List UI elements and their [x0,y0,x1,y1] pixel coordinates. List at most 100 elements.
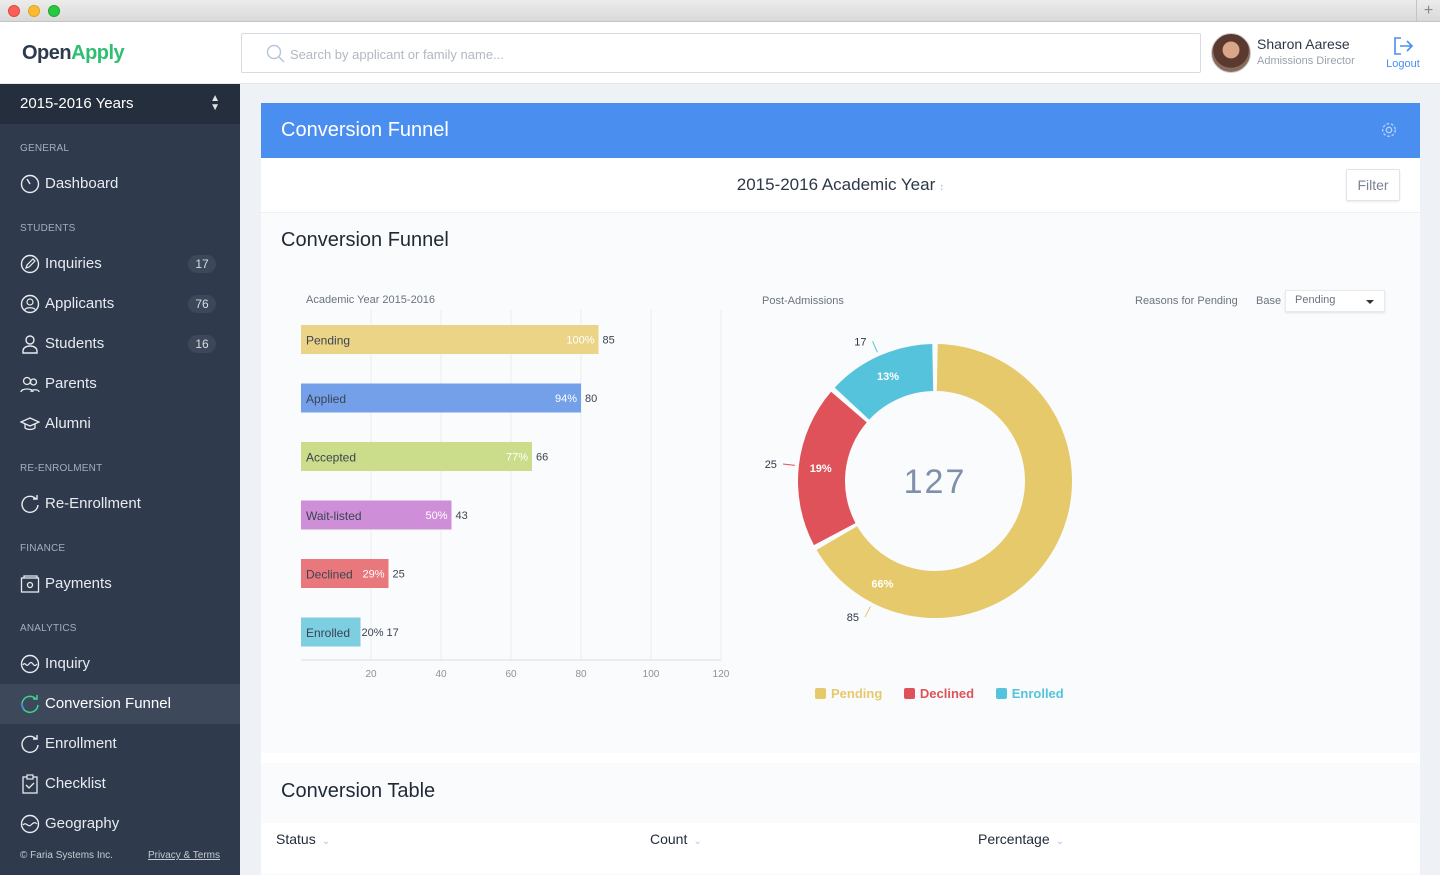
slice-percent-label: 19% [810,463,832,475]
privacy-terms-link[interactable]: Privacy & Terms [147,850,220,861]
sidebar-item-alumni[interactable]: Alumni [0,404,240,444]
bar [301,325,599,354]
bar-value-label: 43 [456,510,468,522]
table-title: Conversion Table [281,780,436,802]
donut-slice [798,391,867,546]
bar-category-label: Wait-listed [306,509,362,523]
section-reenrolment: RE-ENROLMENT [20,463,103,474]
refresh-icon [21,495,39,514]
refresh-icon [21,735,39,754]
sidebar-item-reenrollment[interactable]: Re-Enrollment [0,484,240,524]
count-badge: 16 [188,335,216,353]
graduation-cap-icon [20,417,40,431]
sidebar-item-label: Geography [45,815,120,832]
year-selector[interactable]: 2015-2016 Years ▲ ▼ [0,84,240,124]
bar [301,442,532,471]
donut-total-label: 127 [904,463,967,501]
sidebar-item-parents[interactable]: Parents [0,364,240,404]
sidebar-item-inquiries[interactable]: Inquiries 17 [0,244,240,284]
sidebar-item-applicants[interactable]: Applicants 76 [0,284,240,324]
sidebar-item-checklist[interactable]: Checklist [0,764,240,804]
bar-value-label: 25 [393,569,405,581]
refresh-icon [21,695,39,714]
app-logo[interactable]: OpenApply [22,42,125,65]
sidebar-item-enrollment[interactable]: Enrollment [0,724,240,764]
new-tab-button[interactable]: + [1416,0,1440,22]
chevron-updown-icon: ↕ [939,182,945,193]
count-badge: 76 [188,295,216,313]
legend-label: Enrolled [1011,686,1064,701]
search-box[interactable] [241,33,1201,73]
users-icon [20,376,40,393]
gear-icon[interactable] [1380,121,1398,139]
slice-leader-line [872,341,878,353]
donut-legend: Pending Declined Enrolled [815,686,1064,701]
bar-value-label: 66 [536,452,548,464]
maximize-window-button[interactable] [48,5,60,17]
sidebar-item-label: Inquiries [45,255,102,272]
avatar[interactable] [1211,33,1251,73]
sidebar-item-label: Applicants [45,295,115,312]
legend-item-pending[interactable]: Pending [815,686,882,701]
column-label: Count [650,831,688,847]
sidebar-item-dashboard[interactable]: Dashboard [0,164,240,204]
column-header-percentage[interactable]: Percentage ⌄ [978,831,1064,847]
section-general: GENERAL [20,143,70,154]
chevron-down-icon: ⌄ [1055,836,1064,847]
main-card: Conversion Funnel 2015-2016 Academic Yea… [261,103,1420,875]
sidebar-item-label: Dashboard [45,175,119,192]
search-icon [266,44,285,63]
wallet-icon [20,575,40,593]
sidebar-item-payments[interactable]: Payments [0,564,240,604]
bar-percent-label: 50% [425,510,447,522]
section-analytics: ANALYTICS [20,623,77,634]
close-window-button[interactable] [8,5,20,17]
x-tick-label: 80 [575,669,587,680]
column-header-status[interactable]: Status ⌄ [276,831,330,847]
logout-label: Logout [1386,58,1420,70]
sidebar-item-label: Conversion Funnel [45,695,171,712]
x-tick-label: 60 [505,669,517,680]
bar-value-label: 80 [585,393,597,405]
top-bar: OpenApply Sharon Aarese Admissions Direc… [0,22,1440,84]
legend-item-enrolled[interactable]: Enrolled [995,686,1064,701]
bar-value-label: 85 [603,335,615,347]
legend-item-declined[interactable]: Declined [903,686,974,701]
section-finance: FINANCE [20,543,66,554]
sidebar-item-label: Re-Enrollment [45,495,141,512]
column-header-count[interactable]: Count ⌄ [650,831,702,847]
user-icon [22,335,38,354]
base-select[interactable]: Pending [1285,290,1385,312]
x-tick-label: 100 [643,669,660,680]
bar-percent-label: 100% [566,335,594,347]
bar-percent-label: 94% [555,393,577,405]
x-tick-label: 40 [435,669,447,680]
reasons-link[interactable]: Reasons for Pending [1135,295,1238,307]
slice-value-label: 25 [765,459,777,471]
slice-leader-line [864,606,871,618]
sidebar-item-geography[interactable]: Geography [0,804,240,844]
bar-category-label: Pending [306,334,350,348]
page-title: Conversion Funnel [281,119,449,141]
minimize-window-button[interactable] [28,5,40,17]
search-input[interactable] [290,43,1170,65]
section-students: STUDENTS [20,223,76,234]
academic-year-selector[interactable]: 2015-2016 Academic Year ↕ [261,175,1420,195]
user-circle-icon [20,294,40,314]
sidebar-item-inquiry[interactable]: Inquiry [0,644,240,684]
sidebar-item-label: Payments [45,575,112,592]
bar-value-label: 17 [387,627,399,639]
filter-button[interactable]: Filter [1346,169,1400,201]
sidebar-item-conversion-funnel[interactable]: Conversion Funnel [0,684,240,724]
card-header: Conversion Funnel [261,103,1420,158]
logout-button[interactable]: Logout [1383,36,1423,70]
user-name[interactable]: Sharon Aarese [1257,36,1350,52]
sidebar-item-label: Parents [45,375,97,392]
dashboard-icon [20,174,40,194]
copyright-text: © Faria Systems Inc. [20,850,113,861]
bar [301,559,389,588]
bar [301,383,581,413]
sidebar-item-students[interactable]: Students 16 [0,324,240,364]
bar-chart-label: Academic Year 2015-2016 [306,294,436,306]
globe-icon [20,814,40,834]
